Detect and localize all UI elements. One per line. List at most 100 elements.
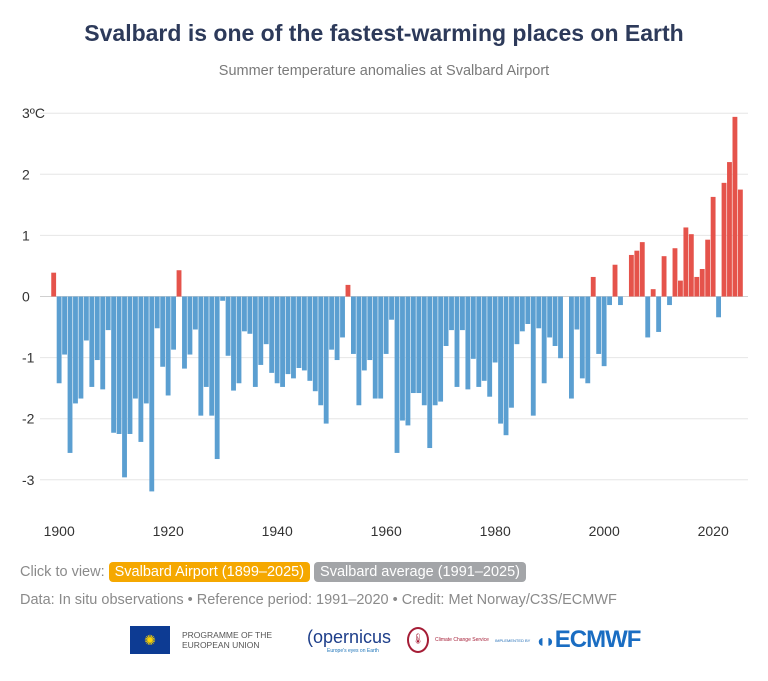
ecmwf-logo: ◖◗ECMWF — [535, 626, 641, 654]
view-controls: Click to view: Svalbard Airport (1899–20… — [20, 562, 526, 582]
bar-1941 — [280, 296, 285, 387]
bar-1905 — [83, 296, 89, 341]
bar-2009 — [650, 289, 656, 297]
eu-logo-text: PROGRAMME OF THE EUROPEAN UNION — [182, 630, 273, 650]
bar-1940 — [274, 296, 280, 384]
bar-1951 — [334, 296, 340, 361]
bar-1966 — [416, 296, 422, 394]
bar-2023 — [727, 162, 732, 297]
bar-1996 — [579, 296, 585, 379]
copernicus-logo: (opernicus Europe's eyes on Earth — [307, 627, 407, 654]
bar-1916 — [143, 296, 149, 404]
bar-1974 — [460, 296, 465, 331]
bar-1907 — [94, 296, 100, 361]
bar-1902 — [67, 296, 73, 453]
bar-1988 — [536, 296, 542, 329]
bar-2022 — [721, 182, 727, 297]
bar-1922 — [176, 270, 182, 297]
y-tick-label: 3ºC — [22, 105, 45, 121]
bar-2012 — [667, 296, 672, 306]
bar-1921 — [171, 296, 176, 350]
bar-2005 — [628, 254, 634, 297]
bar-1954 — [351, 296, 356, 354]
bar-1915 — [138, 296, 144, 442]
bar-1917 — [149, 296, 155, 492]
bar-2013 — [672, 248, 678, 297]
bar-2021 — [716, 296, 721, 318]
bar-1928 — [209, 296, 215, 416]
bar-1991 — [552, 296, 558, 346]
bar-1944 — [296, 296, 302, 368]
bar-2008 — [645, 296, 651, 338]
bar-1923 — [182, 296, 187, 369]
bar-1957 — [367, 296, 373, 361]
bar-2015 — [683, 227, 689, 297]
bar-2003 — [618, 296, 623, 306]
bar-2024 — [732, 116, 738, 297]
implemented-by-text: IMPLEMENTED BY — [495, 637, 531, 643]
bar-1900 — [56, 296, 62, 384]
bar-1948 — [318, 296, 324, 406]
bar-1968 — [427, 296, 433, 449]
bar-2018 — [699, 269, 705, 297]
logos: ✺ PROGRAMME OF THE EUROPEAN UNION (opern… — [130, 626, 641, 654]
bar-2020 — [710, 196, 716, 297]
bar-1963 — [400, 296, 405, 421]
bar-1994 — [569, 296, 574, 399]
controls-label: Click to view: — [20, 564, 105, 580]
x-tick-label: 1980 — [480, 523, 511, 539]
y-tick-label: -2 — [22, 411, 35, 427]
bar-1926 — [198, 296, 204, 416]
bar-1971 — [443, 296, 449, 346]
bar-2016 — [688, 234, 694, 297]
bar-1977 — [476, 296, 482, 387]
bar-1964 — [405, 296, 411, 426]
bar-1942 — [285, 296, 291, 375]
bar-1906 — [89, 296, 95, 387]
bar-1913 — [127, 296, 133, 434]
copernicus-tagline: Europe's eyes on Earth — [327, 647, 379, 654]
bar-1972 — [449, 296, 454, 331]
bar-1958 — [372, 296, 378, 399]
bar-2025 — [737, 189, 743, 297]
bar-1959 — [378, 296, 384, 399]
bar-1899 — [51, 272, 57, 297]
copernicus-text: opernicus — [313, 626, 392, 647]
bar-1953 — [345, 284, 351, 297]
bar-1908 — [100, 296, 106, 390]
bar-1912 — [122, 296, 127, 478]
x-tick-label: 1900 — [44, 523, 75, 539]
x-tick-label: 1940 — [262, 523, 293, 539]
bar-1979 — [487, 296, 493, 397]
bar-1903 — [73, 296, 78, 404]
bar-1983 — [509, 296, 514, 408]
bar-2001 — [607, 296, 612, 306]
y-tick-label: 2 — [22, 166, 30, 182]
x-tick-label: 1960 — [371, 523, 402, 539]
chart-subtitle: Summer temperature anomalies at Svalbard… — [218, 63, 550, 79]
bar-1989 — [541, 296, 547, 384]
bar-2011 — [661, 256, 667, 297]
bar-1956 — [361, 296, 367, 371]
svalbard-airport-button[interactable]: Svalbard Airport (1899–2025) — [108, 562, 311, 582]
bar-1985 — [519, 296, 525, 332]
y-tick-label: 0 — [22, 289, 30, 305]
bar-1950 — [329, 296, 335, 350]
bar-2017 — [694, 276, 700, 297]
bar-1969 — [432, 296, 438, 406]
bar-1920 — [165, 296, 171, 396]
bar-1910 — [111, 296, 117, 433]
bar-1981 — [498, 296, 503, 424]
bar-1949 — [323, 296, 329, 424]
y-tick-label: -3 — [22, 472, 35, 488]
bar-1930 — [220, 296, 226, 301]
svalbard-average-button[interactable]: Svalbard average (1991–2025) — [314, 562, 526, 582]
bar-2002 — [612, 264, 618, 297]
bar-1975 — [465, 296, 471, 390]
bar-1918 — [154, 296, 160, 329]
bar-1934 — [242, 296, 247, 332]
c3s-text: Climate Change Service — [435, 637, 489, 643]
bar-1946 — [307, 296, 313, 381]
bar-2000 — [601, 296, 607, 367]
